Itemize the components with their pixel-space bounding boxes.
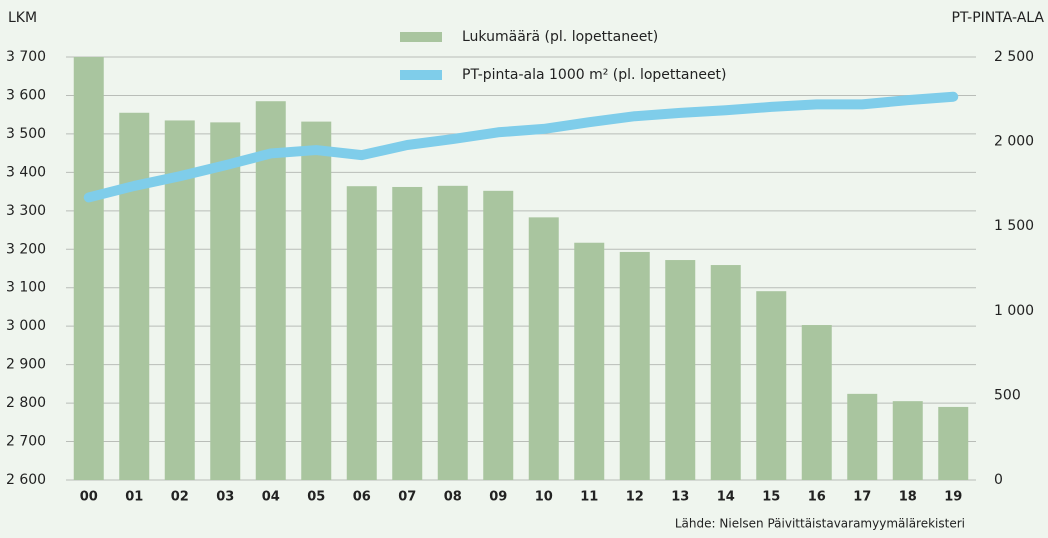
x-tick-label: 07: [398, 490, 416, 505]
x-tick-label: 01: [125, 490, 143, 505]
x-tick-label: 02: [171, 490, 189, 505]
x-tick-label: 06: [353, 490, 371, 505]
bar: [255, 101, 286, 481]
x-tick-label: 09: [489, 490, 507, 505]
y-tick-label: 3 000: [6, 318, 46, 334]
bar: [210, 122, 241, 480]
bar: [483, 190, 514, 480]
y-tick-label: 3 200: [6, 241, 46, 257]
y-tick-label: 2 700: [6, 434, 46, 450]
bar: [437, 185, 468, 480]
y-tick-label: 3 300: [6, 203, 46, 219]
y2-tick-label: 2 000: [994, 134, 1034, 150]
bar: [710, 265, 741, 480]
x-tick-label: 15: [762, 490, 780, 505]
x-tick-label: 19: [944, 490, 962, 505]
bar: [119, 112, 150, 480]
x-tick-label: 05: [307, 490, 325, 505]
legend-swatch: [400, 32, 442, 42]
y-tick-label: 3 100: [6, 280, 46, 296]
x-tick-label: 11: [580, 490, 598, 505]
source: Lähde: Nielsen Päivittäistavaramyymäläre…: [675, 517, 965, 531]
y2-tick-label: 500: [994, 387, 1021, 403]
y-tick-label: 2 800: [6, 395, 46, 411]
legend-label: Lukumäärä (pl. lopettaneet): [462, 29, 658, 45]
x-tick-label: 08: [444, 490, 462, 505]
bar: [392, 186, 423, 480]
bar: [619, 251, 650, 480]
line: [83, 91, 959, 203]
x-tick-label: 03: [216, 490, 234, 505]
y-tick-label: 2 900: [6, 357, 46, 373]
y-tick-label: 3 700: [6, 49, 46, 65]
x-tick-label: 17: [853, 490, 871, 505]
y-tick-label: 3 500: [6, 126, 46, 142]
bar: [301, 121, 332, 480]
x-tick-label: 10: [535, 490, 553, 505]
y-axis-title: LKM: [8, 10, 37, 26]
bar: [528, 217, 559, 480]
y-tick-label: 3 400: [6, 164, 46, 180]
y2-tick-label: 0: [994, 472, 1003, 488]
bar: [756, 291, 787, 480]
x-tick-label: 13: [671, 490, 689, 505]
bar: [892, 401, 923, 480]
y2-tick-label: 2 500: [994, 49, 1034, 65]
bar: [801, 325, 832, 480]
y2-axis-title: PT-PINTA-ALA: [951, 10, 1044, 26]
x-tick-label: 16: [808, 490, 826, 505]
bar: [847, 393, 878, 480]
y2-tick-label: 1 000: [994, 303, 1034, 319]
y-tick-label: 2 600: [6, 472, 46, 488]
legend-label: PT-pinta-ala 1000 m² (pl. lopettaneet): [462, 67, 727, 83]
x-tick-label: 12: [626, 490, 644, 505]
bar: [574, 242, 605, 480]
bar: [938, 406, 969, 480]
x-tick-label: 00: [80, 490, 98, 505]
x-tick-label: 14: [717, 490, 735, 505]
y-tick-label: 3 600: [6, 87, 46, 103]
x-tick-label: 18: [899, 490, 917, 505]
bar: [73, 57, 104, 480]
bar: [346, 186, 377, 480]
y2-tick-label: 1 500: [994, 218, 1034, 234]
bar: [665, 260, 696, 480]
x-tick-label: 04: [262, 490, 280, 505]
